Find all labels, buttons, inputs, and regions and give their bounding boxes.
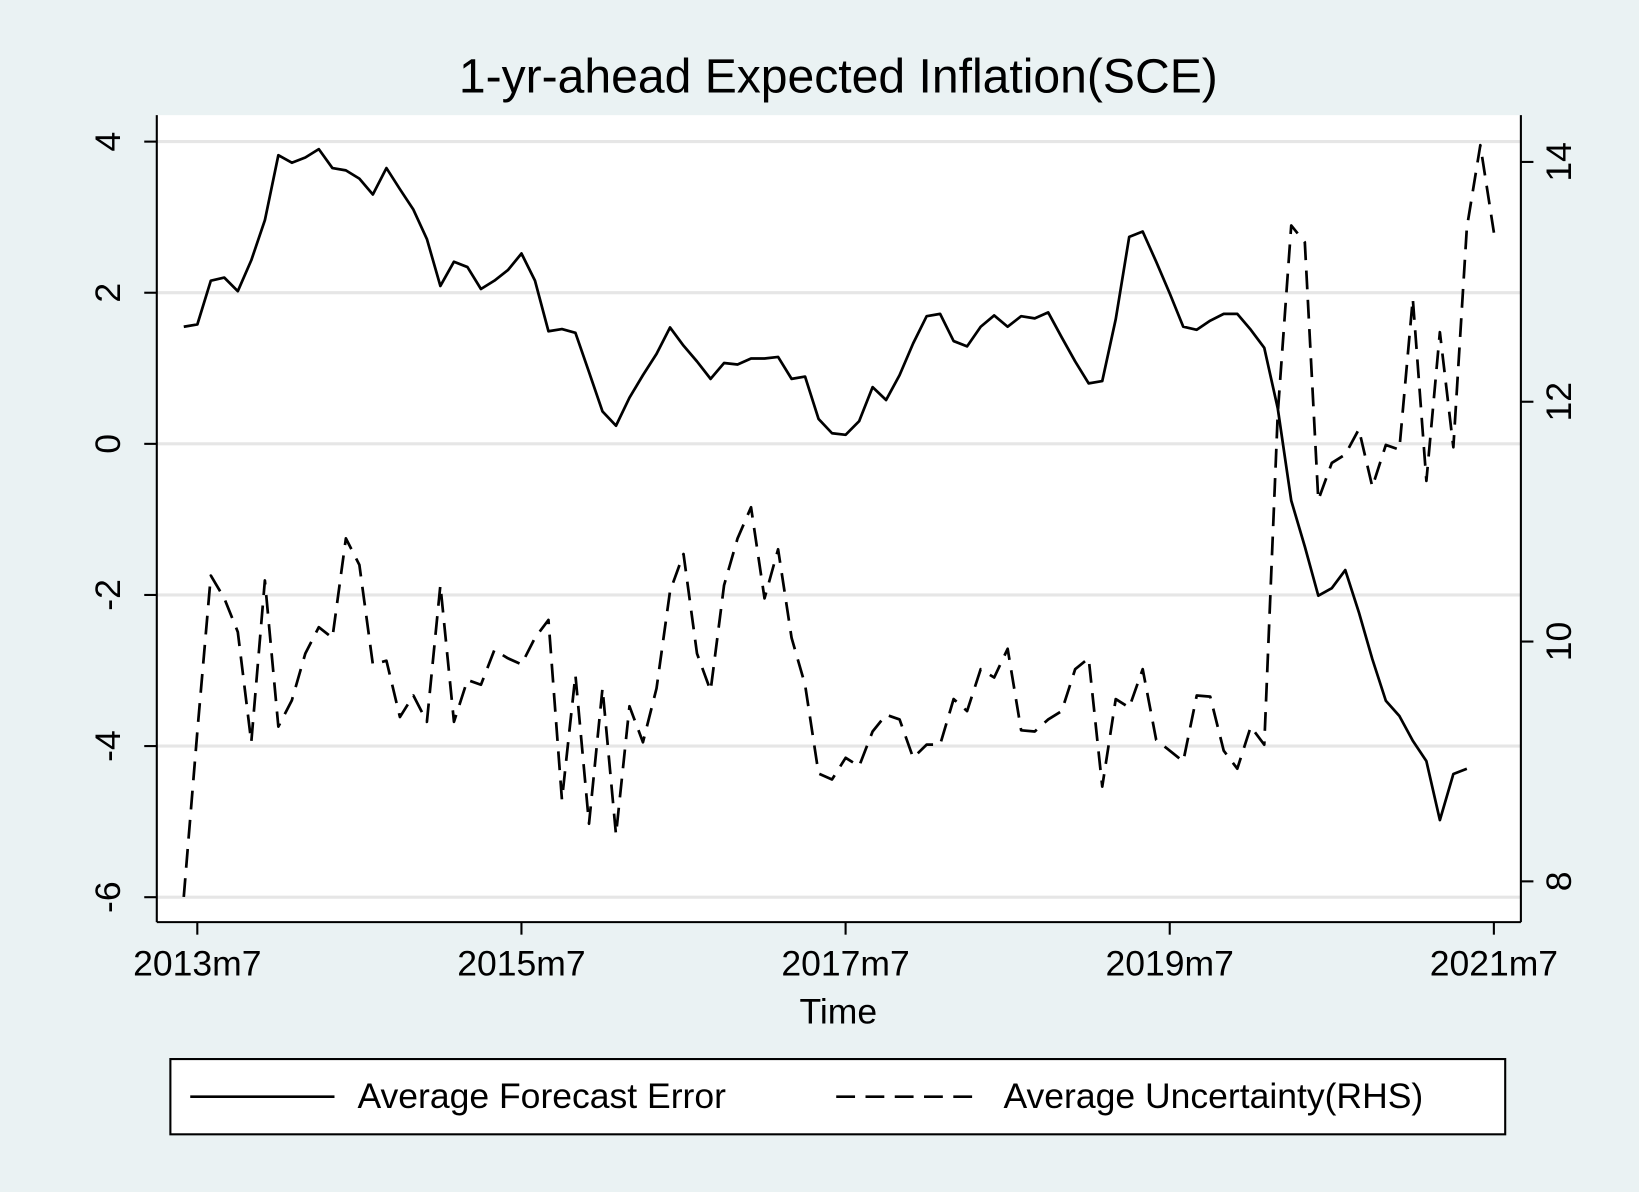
plot-area: [156, 115, 1521, 923]
y-tick-label: -6: [88, 881, 128, 913]
x-tick-label: 2017m7: [781, 943, 909, 983]
legend-label: Average Uncertainty(RHS): [1003, 1076, 1423, 1116]
x-axis-title: Time: [800, 992, 878, 1032]
y-tick-label: 4: [88, 132, 128, 152]
y2-tick-label: 14: [1539, 142, 1579, 182]
x-tick-label: 2019m7: [1106, 943, 1234, 983]
y-tick-label: -4: [88, 730, 128, 762]
series-line: [183, 147, 1468, 822]
x-tick-label: 2021m7: [1430, 943, 1558, 983]
y-tick-label: -2: [88, 579, 128, 611]
y2-tick-label: 8: [1539, 871, 1579, 891]
x-tick-label: 2013m7: [133, 943, 261, 983]
chart-title: 1-yr-ahead Expected Inflation(SCE): [459, 49, 1218, 103]
y-tick-label: 0: [88, 434, 128, 454]
y2-tick-label: 12: [1539, 382, 1579, 422]
y-tick-label: 2: [88, 283, 128, 303]
y2-tick-label: 10: [1539, 622, 1579, 662]
x-tick-label: 2015m7: [457, 943, 585, 983]
series-line: [182, 143, 1496, 898]
legend-label: Average Forecast Error: [357, 1076, 726, 1116]
